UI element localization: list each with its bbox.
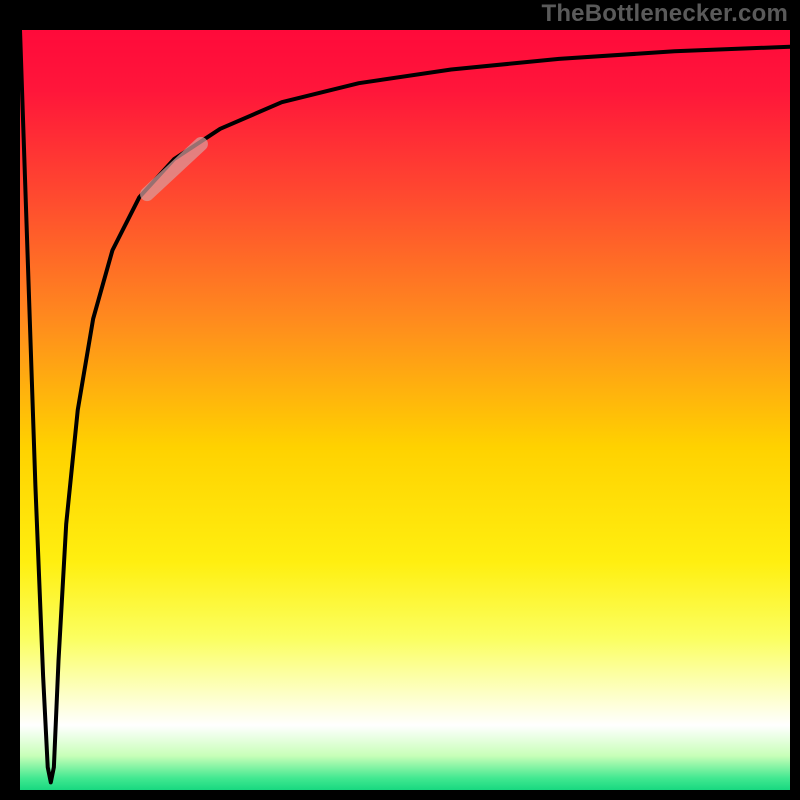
bottleneck-curve-chart [0, 0, 800, 800]
frame-bottom [0, 790, 800, 800]
chart-plot-gradient-bg [20, 30, 790, 790]
chart-container: TheBottlenecker.com [0, 0, 800, 800]
watermark-text: TheBottlenecker.com [541, 0, 788, 28]
frame-left [0, 0, 20, 800]
frame-right [790, 0, 800, 800]
